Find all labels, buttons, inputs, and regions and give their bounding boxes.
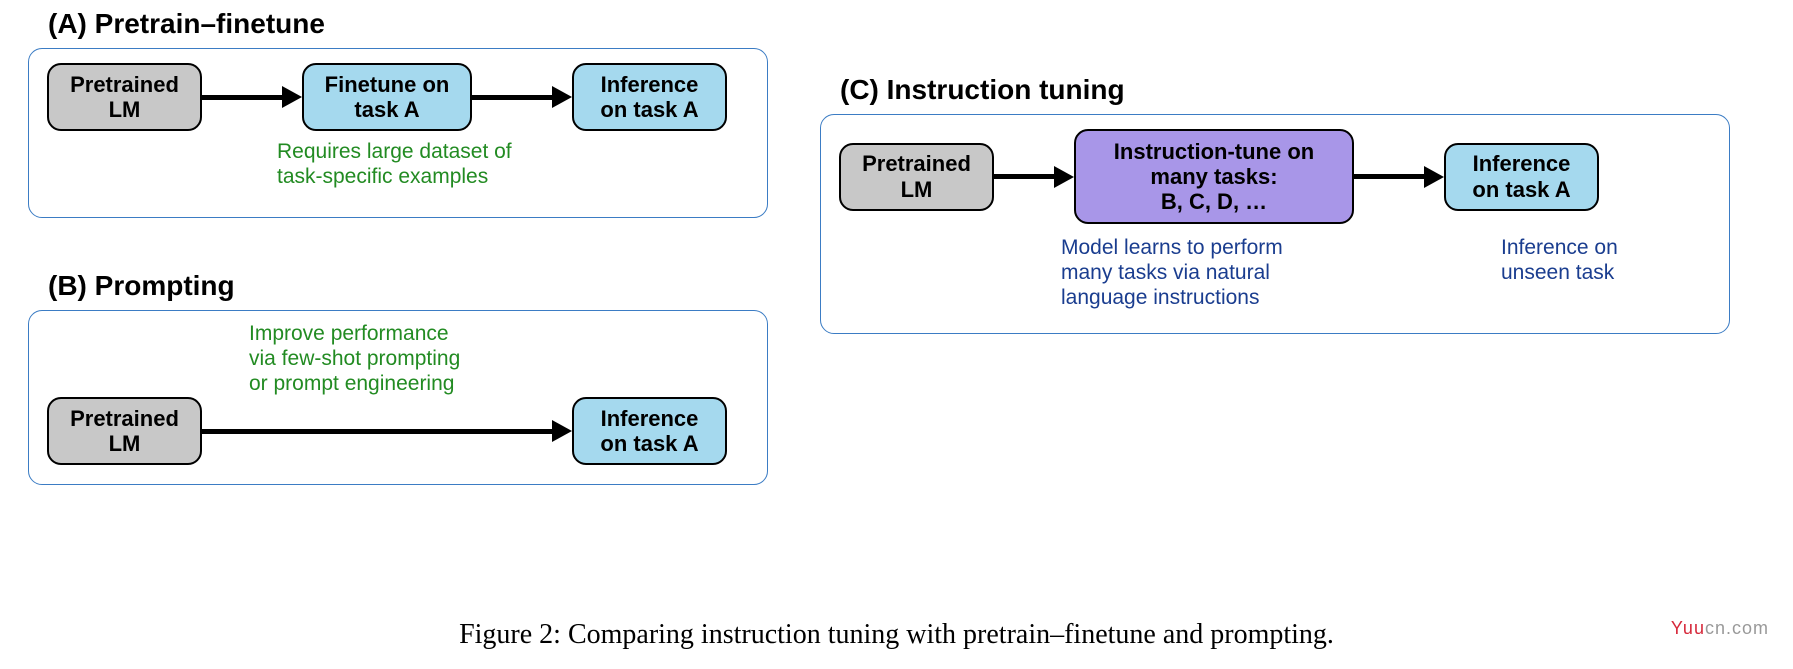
panel-a: (A) Pretrain–finetune Pretrained LM Fine…: [28, 8, 768, 218]
node-text: on task A: [1472, 177, 1570, 202]
arrow-icon: [994, 166, 1074, 188]
node-finetune: Finetune on task A: [302, 63, 472, 131]
node-inference: Inference on task A: [572, 397, 727, 465]
annotation-line: Requires large dataset of: [277, 139, 749, 164]
node-text: B, C, D, …: [1161, 189, 1267, 214]
panel-a-title: (A) Pretrain–finetune: [48, 8, 768, 40]
node-text: Inference: [601, 406, 699, 431]
annotation-line: many tasks via natural: [1061, 260, 1283, 285]
node-text: on task A: [600, 97, 698, 122]
arrow-icon: [1354, 166, 1444, 188]
annotation-line: or prompt engineering: [249, 371, 460, 396]
arrow-icon: [202, 86, 302, 108]
node-text: Inference: [1473, 151, 1571, 176]
node-text: Pretrained: [70, 72, 179, 97]
node-text: Finetune on: [325, 72, 450, 97]
annotation-line: task-specific examples: [277, 164, 749, 189]
node-inference: Inference on task A: [572, 63, 727, 131]
node-text: Inference: [601, 72, 699, 97]
node-text: Pretrained: [862, 151, 971, 176]
panel-c-annotation-2: Inference on unseen task: [1501, 235, 1618, 285]
node-pretrained-lm: Pretrained LM: [47, 397, 202, 465]
panel-b-title: (B) Prompting: [48, 270, 768, 302]
node-text: task A: [354, 97, 419, 122]
annotation-line: Improve performance: [249, 321, 460, 346]
node-pretrained-lm: Pretrained LM: [839, 143, 994, 211]
panel-b-box: Improve performance via few-shot prompti…: [28, 310, 768, 485]
panel-b-annotation: Improve performance via few-shot prompti…: [249, 321, 460, 397]
annotation-line: language instructions: [1061, 285, 1283, 310]
node-text: LM: [109, 431, 141, 456]
annotation-line: via few-shot prompting: [249, 346, 460, 371]
panel-c-title: (C) Instruction tuning: [840, 74, 1730, 106]
watermark-part2: cn.com: [1705, 618, 1769, 639]
annotation-line: Inference on: [1501, 235, 1618, 260]
watermark: Yuucn.com: [1671, 618, 1769, 639]
node-text: on task A: [600, 431, 698, 456]
node-pretrained-lm: Pretrained LM: [47, 63, 202, 131]
panel-b: (B) Prompting Improve performance via fe…: [28, 270, 768, 485]
watermark-part1: Yuu: [1671, 618, 1705, 639]
node-text: Pretrained: [70, 406, 179, 431]
node-inference: Inference on task A: [1444, 143, 1599, 211]
panel-c: (C) Instruction tuning Pretrained LM Ins…: [820, 74, 1730, 334]
annotation-line: unseen task: [1501, 260, 1618, 285]
panel-a-annotation: Requires large dataset of task-specific …: [277, 139, 749, 189]
node-text: LM: [901, 177, 933, 202]
node-instruction-tune: Instruction-tune on many tasks: B, C, D,…: [1074, 129, 1354, 224]
arrow-icon: [202, 420, 572, 442]
panel-a-row: Pretrained LM Finetune on task A Inferen…: [47, 63, 749, 131]
node-text: LM: [109, 97, 141, 122]
panel-c-annotation-1: Model learns to perform many tasks via n…: [1061, 235, 1283, 311]
panel-c-box: Pretrained LM Instruction-tune on many t…: [820, 114, 1730, 334]
node-text: Instruction-tune on: [1114, 139, 1314, 164]
arrow-icon: [472, 86, 572, 108]
node-text: many tasks:: [1150, 164, 1277, 189]
panel-a-box: Pretrained LM Finetune on task A Inferen…: [28, 48, 768, 218]
figure-caption: Figure 2: Comparing instruction tuning w…: [0, 619, 1793, 651]
panel-b-row: Pretrained LM Inference on task A: [47, 397, 749, 465]
annotation-line: Model learns to perform: [1061, 235, 1283, 260]
panel-c-row: Pretrained LM Instruction-tune on many t…: [839, 129, 1711, 224]
